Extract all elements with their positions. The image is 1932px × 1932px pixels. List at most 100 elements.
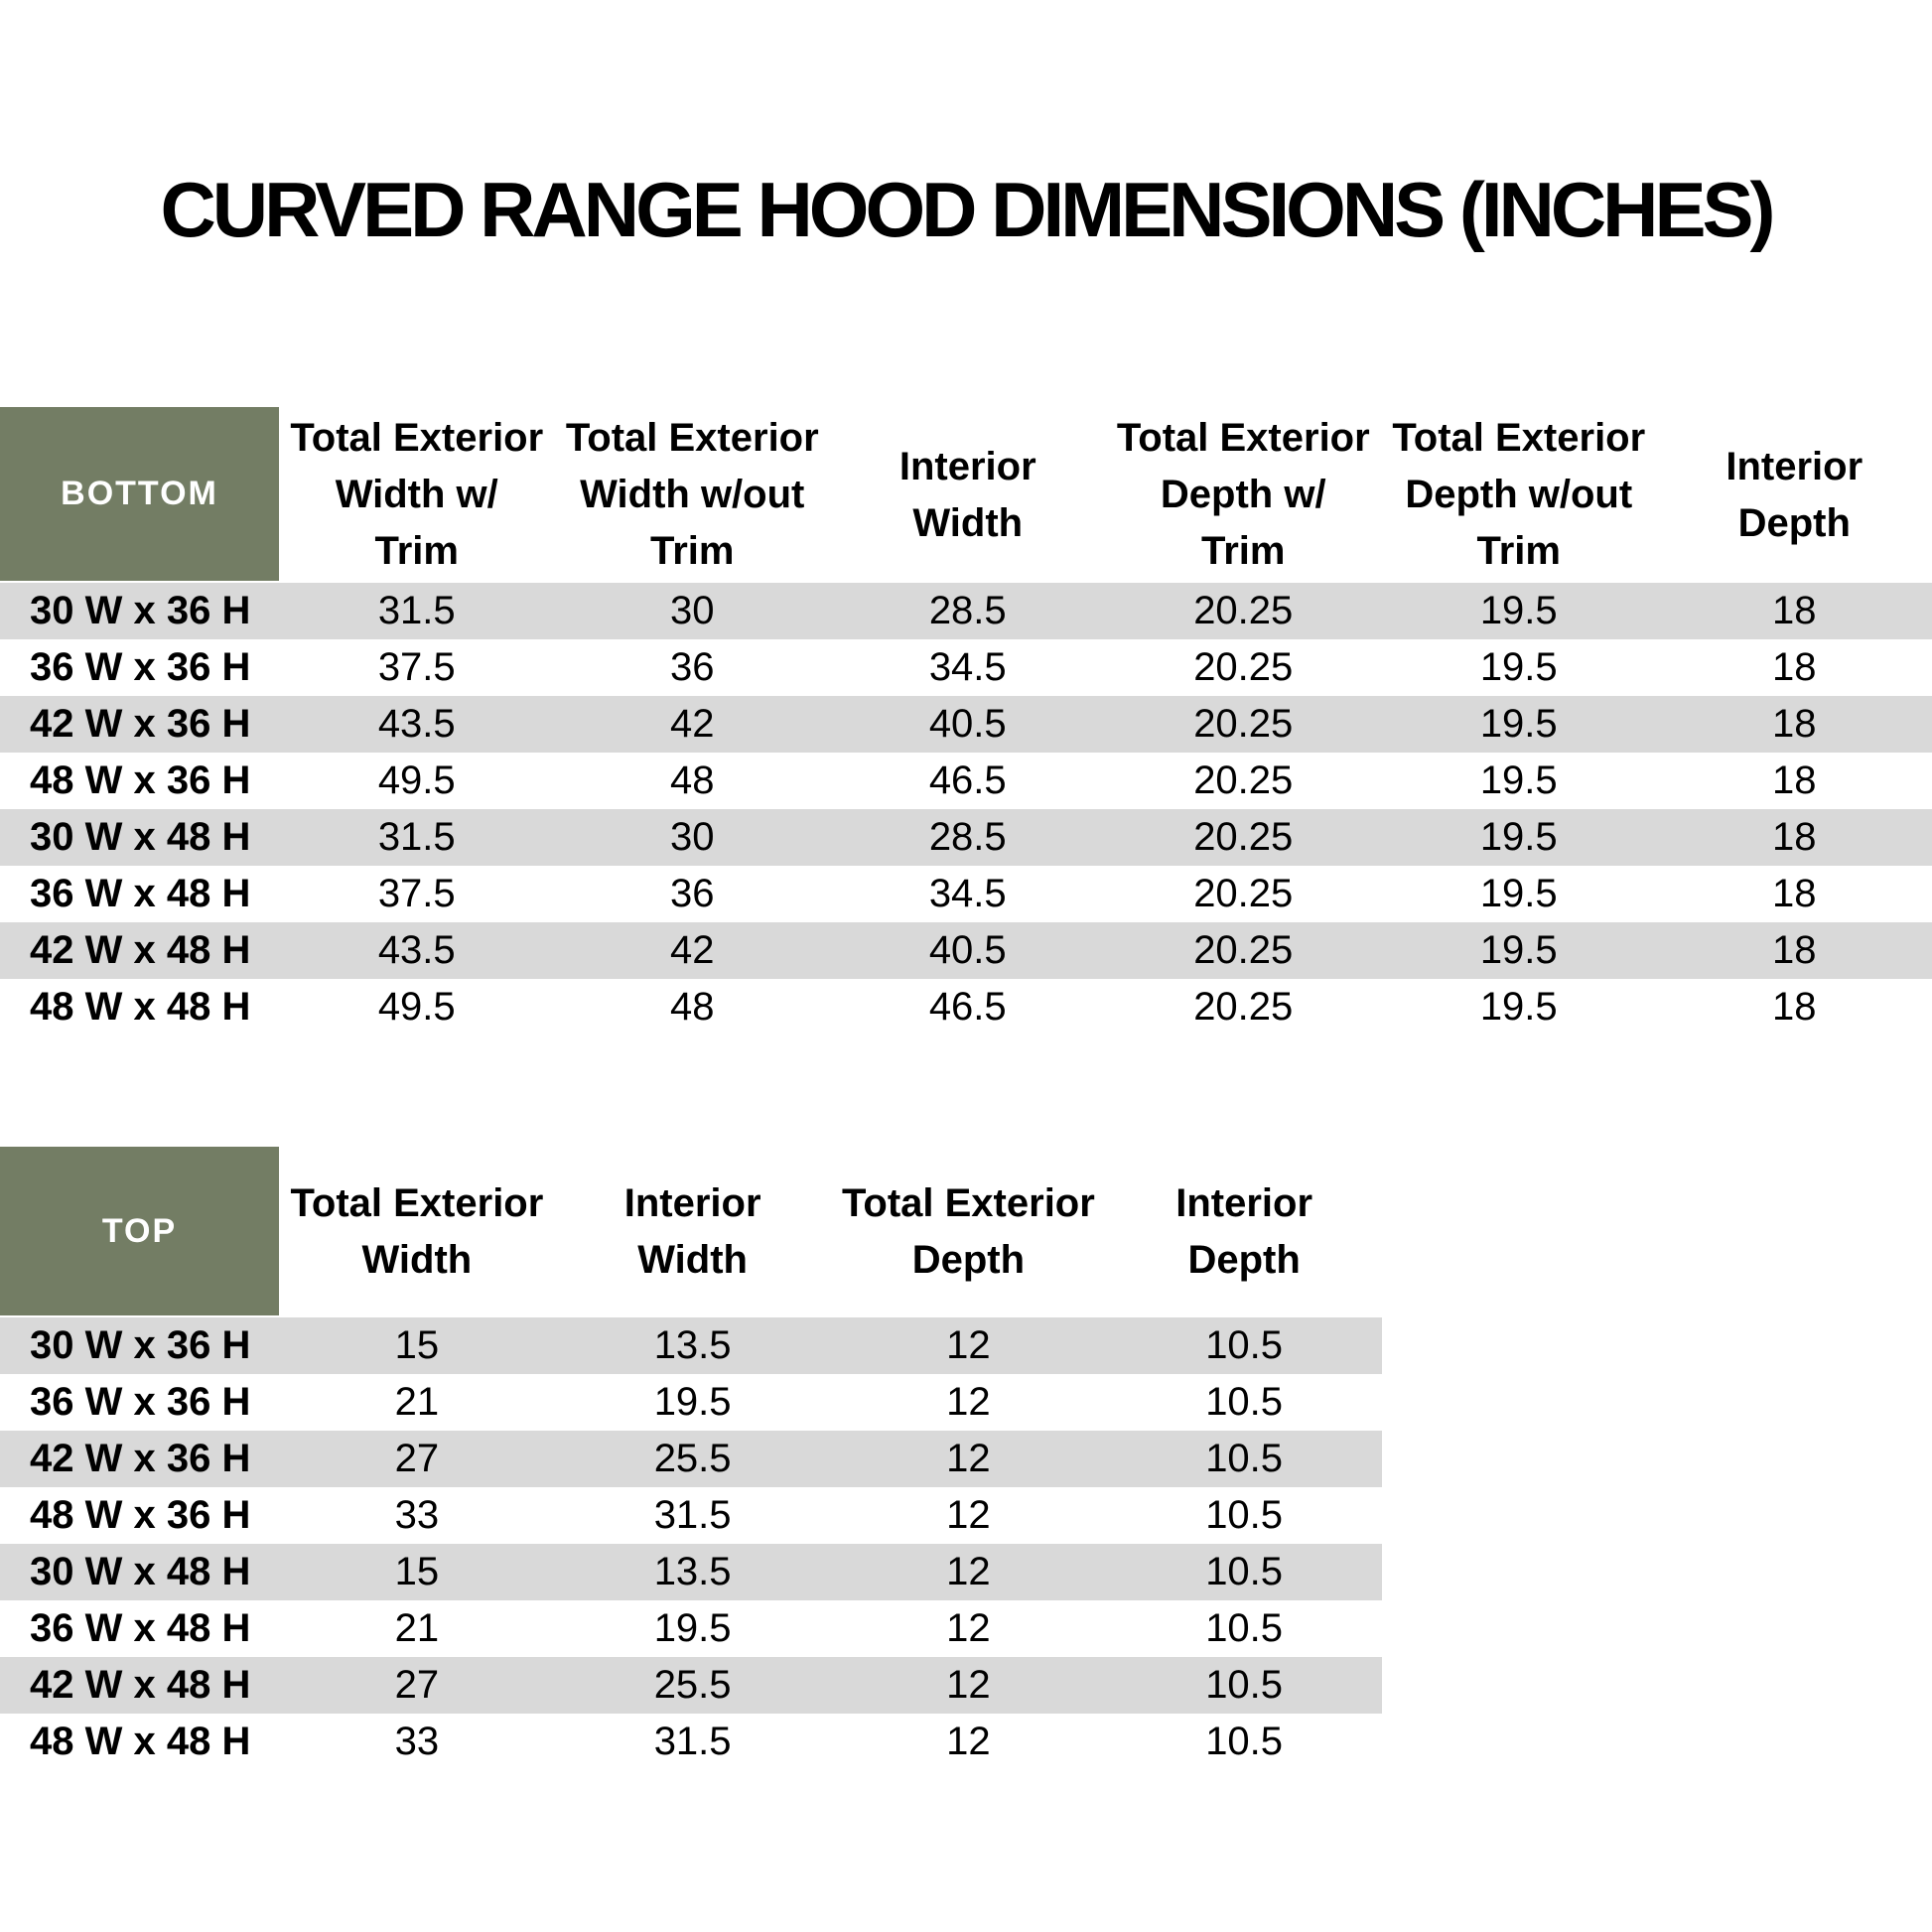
row-label-size: 42 W x 36 H: [30, 1437, 251, 1480]
table-row: 48 W x 48 H 33 31.5 12 10.5: [0, 1714, 1382, 1770]
dimension-value: 12: [946, 1663, 991, 1707]
dimension-value: 18: [1772, 645, 1817, 689]
dimension-value: 21: [394, 1380, 440, 1424]
dimension-value: 19.5: [1479, 928, 1558, 972]
dimension-value: 12: [946, 1437, 991, 1480]
column-header-total-exterior-depth-w-trim: Total Exterior Depth w/ Trim: [1116, 416, 1370, 573]
row-label-size: 36 W x 36 H: [30, 645, 251, 689]
row-label-size: 42 W x 48 H: [30, 928, 251, 972]
dimension-value: 15: [394, 1550, 440, 1593]
dimension-value: 18: [1772, 928, 1817, 972]
dimension-value: 31.5: [377, 815, 456, 859]
dimension-value: 30: [670, 589, 715, 632]
dimension-value: 34.5: [928, 872, 1007, 915]
row-label-size: 30 W x 36 H: [30, 589, 251, 632]
column-header-interior-depth: Interior Depth: [1175, 1181, 1313, 1282]
dimension-value: 18: [1772, 815, 1817, 859]
dimension-value: 31.5: [377, 589, 456, 632]
row-label-size: 36 W x 48 H: [30, 1606, 251, 1650]
dimension-value: 12: [946, 1380, 991, 1424]
top-corner-label: TOP: [0, 1147, 279, 1317]
row-label-size: 48 W x 48 H: [30, 1720, 251, 1763]
column-header-total-exterior-depth: Total Exterior Depth: [841, 1181, 1095, 1282]
dimension-value: 20.25: [1193, 702, 1294, 746]
dimension-value: 20.25: [1193, 589, 1294, 632]
table-row: 30 W x 48 H 15 13.5 12 10.5: [0, 1544, 1382, 1600]
dimension-value: 10.5: [1205, 1437, 1284, 1480]
table-row: 36 W x 36 H 21 19.5 12 10.5: [0, 1374, 1382, 1431]
dimension-value: 34.5: [928, 645, 1007, 689]
dimension-value: 13.5: [653, 1550, 732, 1593]
dimension-value: 19.5: [1479, 702, 1558, 746]
column-header-total-exterior-width-wout-trim: Total Exterior Width w/out Trim: [565, 416, 819, 573]
row-label-size: 30 W x 36 H: [30, 1323, 251, 1367]
dimension-value: 28.5: [928, 815, 1007, 859]
table-row: 36 W x 36 H 37.5 36 34.5 20.25 19.5 18: [0, 639, 1932, 696]
dimension-value: 37.5: [377, 645, 456, 689]
bottom-dimensions-table: BOTTOM Total Exterior Width w/ Trim Tota…: [0, 407, 1932, 1035]
column-header-interior-depth: Interior Depth: [1725, 444, 1863, 545]
dimension-value: 19.5: [1479, 645, 1558, 689]
dimension-value: 40.5: [928, 702, 1007, 746]
row-label-size: 36 W x 48 H: [30, 872, 251, 915]
dimension-value: 12: [946, 1323, 991, 1367]
dimension-value: 18: [1772, 872, 1817, 915]
column-header-total-exterior-depth-wout-trim: Total Exterior Depth w/out Trim: [1392, 416, 1646, 573]
column-header-interior-width: Interior Width: [623, 1181, 761, 1282]
dimension-value: 19.5: [1479, 985, 1558, 1029]
dimension-value: 19.5: [1479, 759, 1558, 802]
dimension-value: 48: [670, 759, 715, 802]
dimension-value: 20.25: [1193, 985, 1294, 1029]
dimension-value: 10.5: [1205, 1493, 1284, 1537]
dimension-value: 18: [1772, 702, 1817, 746]
bottom-corner-label: BOTTOM: [0, 407, 279, 583]
dimension-value: 19.5: [1479, 872, 1558, 915]
row-label-size: 42 W x 36 H: [30, 702, 251, 746]
column-header-interior-width: Interior Width: [898, 444, 1036, 545]
dimension-value: 43.5: [377, 702, 456, 746]
dimension-value: 37.5: [377, 872, 456, 915]
dimension-value: 46.5: [928, 985, 1007, 1029]
dimension-value: 10.5: [1205, 1323, 1284, 1367]
dimension-value: 19.5: [653, 1606, 732, 1650]
table-row: 42 W x 48 H 27 25.5 12 10.5: [0, 1657, 1382, 1714]
table-row: 42 W x 48 H 43.5 42 40.5 20.25 19.5 18: [0, 922, 1932, 979]
table-row: 48 W x 36 H 49.5 48 46.5 20.25 19.5 18: [0, 753, 1932, 809]
dimension-value: 36: [670, 645, 715, 689]
dimension-value: 13.5: [653, 1323, 732, 1367]
dimension-value: 12: [946, 1493, 991, 1537]
dimension-value: 46.5: [928, 759, 1007, 802]
table-row: 30 W x 36 H 15 13.5 12 10.5: [0, 1317, 1382, 1374]
dimension-value: 12: [946, 1606, 991, 1650]
dimension-value: 31.5: [653, 1720, 732, 1763]
dimension-value: 15: [394, 1323, 440, 1367]
table-row: 36 W x 48 H 37.5 36 34.5 20.25 19.5 18: [0, 866, 1932, 922]
dimension-value: 49.5: [377, 759, 456, 802]
dimension-value: 19.5: [1479, 589, 1558, 632]
dimension-value: 20.25: [1193, 759, 1294, 802]
dimension-value: 12: [946, 1720, 991, 1763]
row-label-size: 30 W x 48 H: [30, 1550, 251, 1593]
top-dimensions-table: TOP Total Exterior Width Interior Width …: [0, 1147, 1382, 1770]
bottom-table-body: 30 W x 36 H 31.5 30 28.5 20.25 19.5 18 36 W x 3…: [0, 583, 1932, 1035]
dimension-value: 27: [394, 1437, 440, 1480]
table-row: 30 W x 36 H 31.5 30 28.5 20.25 19.5 18: [0, 583, 1932, 639]
dimension-value: 19.5: [1479, 815, 1558, 859]
dimension-value: 18: [1772, 759, 1817, 802]
dimension-value: 33: [394, 1720, 440, 1763]
top-table-body: 30 W x 36 H 15 13.5 12 10.5 36 W x 36 H 21 19.5…: [0, 1317, 1382, 1770]
dimension-value: 31.5: [653, 1493, 732, 1537]
table-row: 42 W x 36 H 27 25.5 12 10.5: [0, 1431, 1382, 1487]
dimension-value: 10.5: [1205, 1550, 1284, 1593]
dimension-value: 21: [394, 1606, 440, 1650]
dimension-value: 42: [670, 702, 715, 746]
top-table-header-row: TOP Total Exterior Width Interior Width …: [0, 1147, 1382, 1317]
column-header-total-exterior-width-w-trim: Total Exterior Width w/ Trim: [290, 416, 544, 573]
dimension-value: 25.5: [653, 1437, 732, 1480]
row-label-size: 48 W x 48 H: [30, 985, 251, 1029]
dimension-value: 10.5: [1205, 1606, 1284, 1650]
row-label-size: 42 W x 48 H: [30, 1663, 251, 1707]
table-row: 48 W x 48 H 49.5 48 46.5 20.25 19.5 18: [0, 979, 1932, 1035]
dimension-value: 10.5: [1205, 1720, 1284, 1763]
bottom-table-header-row: BOTTOM Total Exterior Width w/ Trim Tota…: [0, 407, 1932, 583]
